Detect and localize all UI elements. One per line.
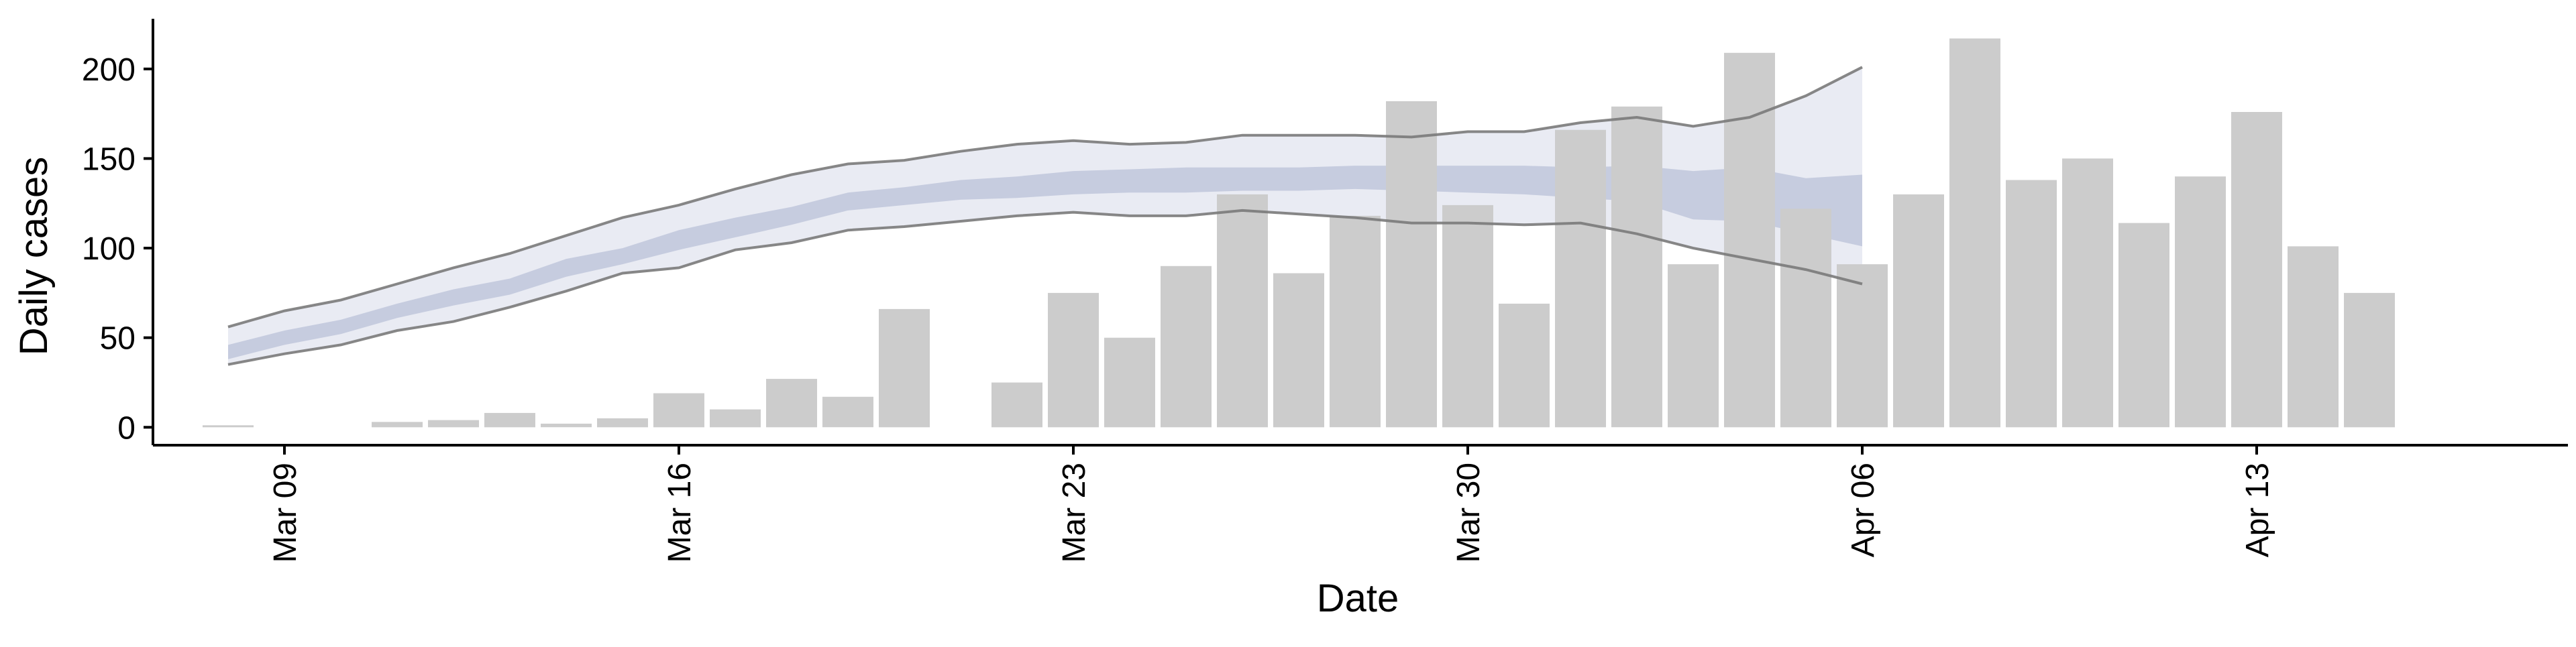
x-tick-label: Mar 30: [1451, 463, 1487, 563]
bar: [597, 418, 648, 428]
x-tick-label: Mar 09: [268, 463, 303, 563]
projection-lines: [227, 66, 1863, 366]
bar: [2344, 292, 2395, 428]
x-tick-label: Mar 16: [662, 463, 698, 563]
bar: [822, 396, 873, 428]
y-tick-label: 50: [100, 321, 136, 357]
bar-series: [203, 38, 2395, 428]
projection-inner-band: [228, 166, 1862, 359]
bar: [1893, 194, 1944, 428]
y-tick-label: 100: [82, 231, 136, 267]
bar: [1555, 129, 1606, 428]
x-tick-label: Apr 13: [2240, 463, 2275, 557]
projection-bands: [228, 67, 1862, 365]
bar: [1386, 101, 1437, 428]
bar: [1949, 38, 2000, 428]
x-tick-label: Apr 06: [1845, 463, 1881, 557]
bar: [653, 393, 704, 428]
bar: [1161, 266, 1212, 428]
bar: [2288, 246, 2339, 428]
bar: [1780, 209, 1831, 428]
bar: [1442, 204, 1493, 428]
bar: [710, 409, 761, 428]
bar: [1611, 106, 1662, 428]
bar: [1837, 264, 1888, 428]
x-axis-title: Date: [1317, 577, 1399, 620]
bar: [484, 412, 535, 428]
x-tick-label: Mar 23: [1057, 463, 1092, 563]
bar: [2231, 112, 2282, 428]
bar: [2175, 176, 2226, 428]
bar: [1330, 215, 1381, 428]
bar: [2062, 158, 2113, 428]
projection-outer-band: [228, 67, 1862, 365]
bar: [991, 382, 1042, 428]
bar: [1668, 264, 1719, 428]
projection-lower-line: [227, 209, 1863, 366]
y-tick-label: 200: [82, 52, 136, 88]
bar: [1724, 52, 1775, 428]
bar: [1273, 273, 1324, 428]
bar: [2118, 223, 2169, 428]
bar: [372, 422, 423, 428]
y-tick-label: 0: [117, 410, 136, 446]
bar: [1217, 194, 1268, 428]
bar: [879, 308, 930, 428]
bar: [1048, 292, 1099, 428]
y-tick-label: 150: [82, 141, 136, 177]
bar: [766, 379, 817, 428]
bar: [1499, 303, 1550, 428]
bar: [428, 420, 479, 428]
bar: [2006, 180, 2057, 428]
projection-upper-line: [227, 66, 1863, 329]
bar: [541, 423, 592, 428]
bar: [203, 425, 254, 428]
bar: [1104, 337, 1155, 428]
axes: 0 50 100 150 200 Mar 09 Mar 16 Mar 23 Mar 30 Apr …: [82, 19, 2568, 563]
y-axis-title: Daily cases: [12, 157, 56, 356]
